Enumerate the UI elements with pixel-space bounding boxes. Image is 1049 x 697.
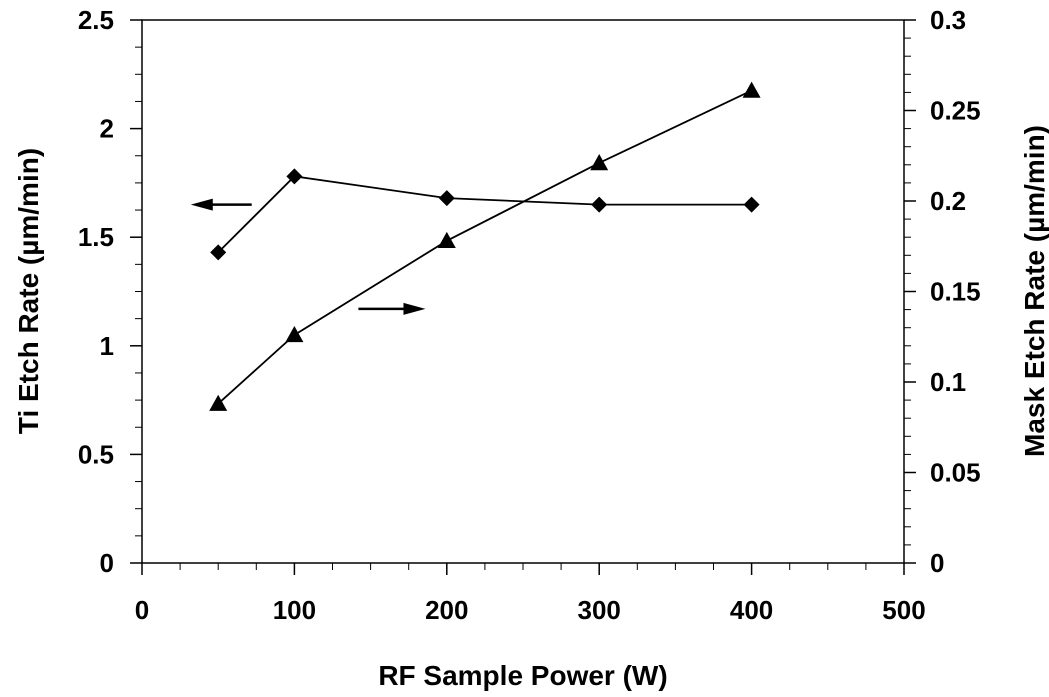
left-axis-arrow-head	[190, 198, 213, 211]
series-1-diamond-point	[743, 196, 760, 213]
right-axis-arrow-head	[403, 302, 426, 315]
series-2-line	[217, 89, 752, 405]
series-2-triangle-point	[437, 231, 456, 249]
x-tick-label: 100	[273, 595, 316, 625]
y2-tick-label: 0.15	[930, 277, 981, 307]
y-tick-label: 1	[100, 331, 114, 361]
x-tick-label: 500	[882, 595, 925, 625]
y-axis-right: 0 0.05 0.1 0.15 0.2 0.25 0.3	[904, 5, 981, 578]
x-axis: 0 100 200 300 400 500	[135, 563, 926, 625]
y2-tick-label: 0.2	[930, 186, 966, 216]
y2-tick-label: 0.25	[930, 96, 981, 126]
series-layer	[209, 81, 761, 411]
y2-tick-label: 0.3	[930, 5, 966, 35]
y-tick-label: 0	[100, 548, 114, 578]
y-axis-left: 0 0.5 1 1.5 2 2.5	[78, 5, 142, 578]
series-2-triangle-point	[742, 81, 761, 98]
series-1-diamond-point	[286, 168, 303, 185]
annotation-layer	[190, 198, 426, 315]
y2-tick-label: 0	[930, 548, 944, 578]
plot-frame	[141, 19, 905, 564]
x-tick-label: 200	[425, 595, 468, 625]
x-tick-label: 400	[730, 595, 773, 625]
series-1-line	[217, 175, 752, 254]
x-tick-label: 300	[578, 595, 621, 625]
series-1-diamond-point	[210, 244, 227, 261]
series-2-triangle-point	[285, 325, 304, 343]
series-1-diamond-point	[438, 190, 455, 207]
x-tick-label: 0	[135, 595, 149, 625]
y-tick-label: 2.5	[78, 5, 114, 35]
y-tick-label: 1.5	[78, 222, 114, 252]
y2-tick-label: 0.1	[930, 367, 966, 397]
series-1-diamond-point	[591, 196, 608, 213]
x-axis-title: RF Sample Power (W)	[378, 660, 667, 691]
y2-tick-label: 0.05	[930, 458, 981, 488]
series-2-triangle-point	[590, 153, 609, 171]
y-tick-label: 2	[100, 114, 114, 144]
y2-axis-title: Mask Etch Rate (µm/min)	[1019, 125, 1049, 457]
y-tick-label: 0.5	[78, 439, 114, 469]
y-axis-title: Ti Etch Rate (µm/min)	[13, 148, 44, 434]
series-2-triangle-point	[209, 394, 228, 411]
